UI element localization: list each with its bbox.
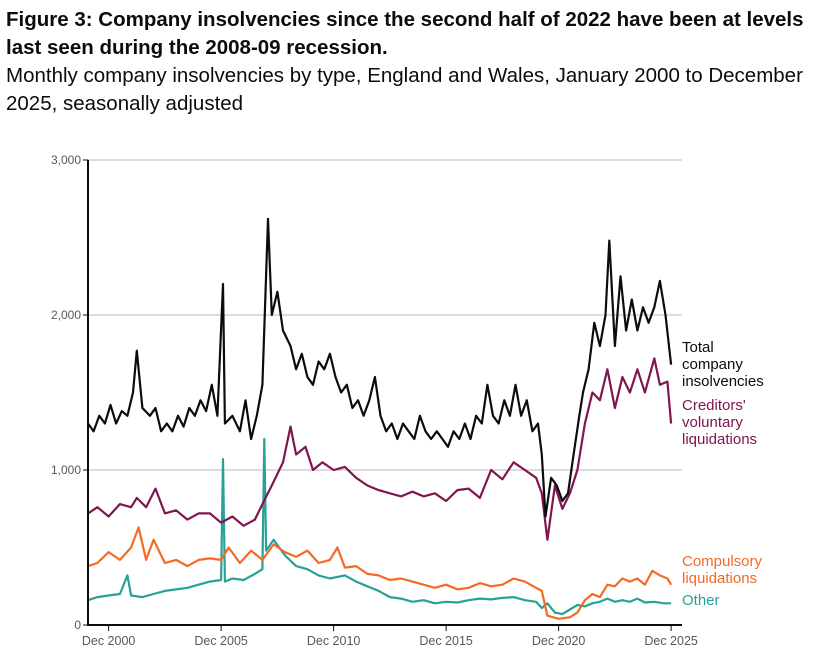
series-label: voluntary (682, 414, 743, 431)
series-line-creditors-voluntary-liquidations (87, 357, 673, 541)
y-tick-label: 1,000 (51, 463, 81, 477)
series-line-other (87, 437, 672, 616)
chart-title: Figure 3: Company insolvencies since the… (6, 8, 804, 59)
x-tick-label: Dec 2010 (307, 634, 361, 648)
series-label: Creditors' (682, 397, 746, 414)
x-axis-ticks: Dec 2000 Dec 2005 Dec 2010 Dec 2015 Dec 2020… (82, 625, 698, 648)
series-line-compulsory-liquidations (87, 526, 673, 620)
series-label: liquidations (682, 431, 757, 448)
x-tick-label: Dec 2015 (419, 634, 473, 648)
series-label: company (682, 356, 743, 373)
y-tick-label: 3,000 (51, 153, 81, 167)
series-lines (87, 217, 673, 620)
series-line-total-company-insolvencies (87, 217, 673, 518)
chart-subtitle: Monthly company insolvencies by type, En… (6, 64, 803, 115)
series-label: liquidations (682, 570, 757, 587)
y-tick-label: 0 (74, 618, 81, 632)
y-axis-ticks: 0 1,000 2,000 3,000 (51, 153, 88, 632)
y-tick-label: 2,000 (51, 308, 81, 322)
series-label: Compulsory (682, 553, 763, 570)
x-tick-label: Dec 2005 (194, 634, 248, 648)
gridlines (88, 159, 682, 471)
series-label: Total (682, 339, 714, 356)
series-label: Other (682, 592, 720, 609)
series-label: insolvencies (682, 373, 764, 390)
x-tick-label: Dec 2020 (532, 634, 586, 648)
x-tick-label: Dec 2000 (82, 634, 136, 648)
x-tick-label: Dec 2025 (644, 634, 698, 648)
